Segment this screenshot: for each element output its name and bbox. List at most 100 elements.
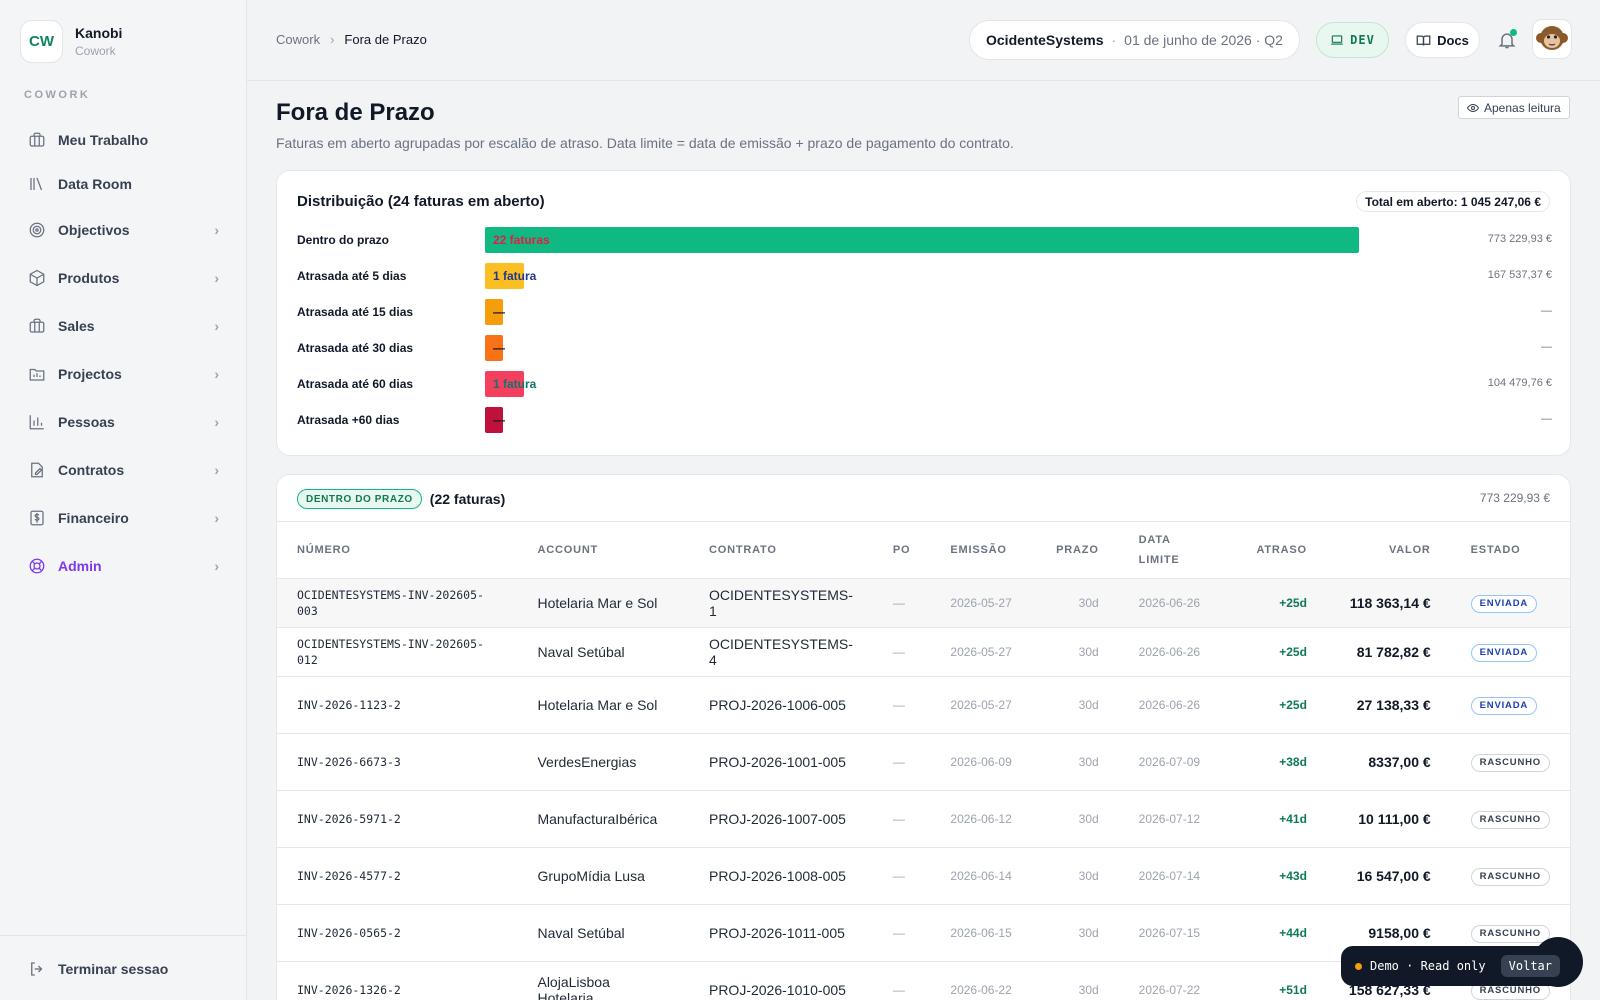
- cell-account: Naval Setúbal: [517, 627, 689, 677]
- org-name: OcidenteSystems: [986, 32, 1104, 48]
- cell-prazo: 30d: [1036, 676, 1119, 734]
- column-header-po[interactable]: PO: [872, 521, 931, 579]
- cell-numero: OCIDENTESYSTEMS-INV-202605-012: [277, 627, 518, 677]
- brand[interactable]: CW Kanobi Cowork: [20, 20, 122, 63]
- org-period-selector[interactable]: OcidenteSystems · 01 de junho de 2026 · …: [969, 20, 1300, 60]
- topbar: Cowork › Fora de Prazo OcidenteSystems ·…: [247, 0, 1600, 81]
- cell-emissao: 2026-05-27: [930, 676, 1037, 734]
- cell-emissao: 2026-06-12: [930, 790, 1037, 848]
- distribution-row-label: Atrasada até 5 dias: [297, 269, 407, 283]
- cell-contrato: OCIDENTESYSTEMS-1: [688, 578, 873, 628]
- chevron-right-icon: ›: [214, 414, 219, 430]
- distribution-bar[interactable]: [485, 335, 503, 361]
- cell-prazo: 30d: [1036, 790, 1119, 848]
- cell-atraso: +51d: [1228, 961, 1327, 1000]
- breadcrumb: Cowork › Fora de Prazo: [276, 32, 427, 47]
- logout-icon: [31, 962, 43, 976]
- column-header-prazo[interactable]: PRAZO: [1036, 521, 1119, 579]
- cell-po: —: [872, 904, 931, 962]
- cell-limite: 2026-06-26: [1118, 578, 1229, 628]
- cell-contrato: PROJ-2026-1007-005: [688, 790, 873, 848]
- notifications-button[interactable]: [1495, 28, 1519, 52]
- bar-chart-icon: [28, 413, 46, 431]
- column-header-atraso[interactable]: ATRASO: [1228, 521, 1327, 579]
- cell-limite: 2026-07-12: [1118, 790, 1229, 848]
- cell-numero: INV-2026-1326-2: [277, 961, 518, 1000]
- status-badge: ENVIADA: [1470, 644, 1538, 662]
- column-header-data-limite[interactable]: DATA LIMITE: [1118, 521, 1229, 579]
- column-header-número[interactable]: NÚMERO: [277, 521, 518, 579]
- cell-account: ManufacturaIbérica: [517, 790, 689, 848]
- distribution-bar[interactable]: [485, 299, 503, 325]
- status-badge: RASCUNHO: [1470, 754, 1550, 772]
- sidebar-item-projectos[interactable]: Projectos ›: [20, 350, 227, 398]
- cell-estado: ENVIADA: [1450, 627, 1570, 677]
- cell-contrato: OCIDENTESYSTEMS-4: [688, 627, 873, 677]
- sidebar-item-financeiro[interactable]: Financeiro ›: [20, 494, 227, 542]
- brand-logo: CW: [20, 20, 63, 63]
- sidebar-item-produtos[interactable]: Produtos ›: [20, 254, 227, 302]
- cell-prazo: 30d: [1036, 961, 1119, 1000]
- cell-limite: 2026-07-09: [1118, 733, 1229, 791]
- column-header-emissão[interactable]: EMISSÃO: [930, 521, 1037, 579]
- sidebar-item-pessoas[interactable]: Pessoas ›: [20, 398, 227, 446]
- logout-label: Terminar sessao: [58, 961, 169, 977]
- sidebar-item-label: Contratos: [58, 462, 125, 478]
- table-row[interactable]: OCIDENTESYSTEMS-INV-202605-003 Hotelaria …: [277, 578, 1570, 628]
- distribution-row: Dentro do prazo 22 faturas 773 229,93 €: [297, 225, 1552, 255]
- demo-back-button[interactable]: Voltar: [1500, 955, 1560, 977]
- invoice-count: (22 faturas): [429, 491, 506, 507]
- table-row[interactable]: INV-2026-6673-3 VerdesEnergias PROJ-2026-1…: [277, 733, 1570, 791]
- cell-valor: 8337,00 €: [1326, 733, 1451, 791]
- cell-contrato: PROJ-2026-1001-005: [688, 733, 873, 791]
- table-row[interactable]: INV-2026-4577-2 GrupoMídia Lusa PROJ-2026-…: [277, 847, 1570, 905]
- cell-emissao: 2026-06-14: [930, 847, 1037, 905]
- distribution-bar-label: 1 fatura: [493, 377, 537, 391]
- page-subtitle: Faturas em aberto agrupadas por escalão …: [276, 135, 1014, 151]
- table-row[interactable]: OCIDENTESYSTEMS-INV-202605-012 Naval Setú…: [277, 627, 1570, 677]
- dev-env-button[interactable]: DEV: [1316, 22, 1389, 58]
- demo-label: Demo · Read only: [1370, 959, 1486, 973]
- cell-prazo: 30d: [1036, 578, 1119, 628]
- status-badge: ENVIADA: [1470, 697, 1538, 715]
- column-header-contrato[interactable]: CONTRATO: [688, 521, 873, 579]
- distribution-row: Atrasada até 15 dias — —: [297, 297, 1552, 327]
- cell-numero: INV-2026-6673-3: [277, 733, 518, 791]
- distribution-bar[interactable]: [485, 263, 524, 289]
- dev-env-label: DEV: [1350, 33, 1375, 47]
- sidebar-item-contratos[interactable]: Contratos ›: [20, 446, 227, 494]
- cell-po: —: [872, 578, 931, 628]
- sidebar-item-data-room[interactable]: Data Room: [20, 162, 227, 206]
- sidebar-item-sales[interactable]: Sales ›: [20, 302, 227, 350]
- table-row[interactable]: INV-2026-1123-2 Hotelaria Mar e Sol PROJ-2…: [277, 676, 1570, 734]
- cell-numero: INV-2026-1123-2: [277, 676, 518, 734]
- sidebar-item-admin[interactable]: Admin ›: [20, 542, 227, 590]
- column-header-account[interactable]: ACCOUNT: [517, 521, 689, 579]
- cell-po: —: [872, 961, 931, 1000]
- distribution-bar[interactable]: [485, 371, 524, 397]
- column-header-estado[interactable]: ESTADO: [1450, 521, 1570, 579]
- distribution-bar-label: —: [493, 413, 505, 427]
- sidebar-item-objectivos[interactable]: Objectivos ›: [20, 206, 227, 254]
- cell-limite: 2026-06-26: [1118, 627, 1229, 677]
- target-icon: [28, 221, 46, 239]
- laptop-icon: [1331, 35, 1343, 45]
- user-avatar[interactable]: [1532, 19, 1572, 59]
- cell-prazo: 30d: [1036, 847, 1119, 905]
- sidebar-item-meu-trabalho[interactable]: Meu Trabalho: [20, 118, 227, 162]
- cell-contrato: PROJ-2026-1006-005: [688, 676, 873, 734]
- cell-atraso: +41d: [1228, 790, 1327, 848]
- column-header-valor[interactable]: VALOR: [1326, 521, 1451, 579]
- box-icon: [28, 269, 46, 287]
- eye-icon: [1467, 103, 1479, 112]
- breadcrumb-item-cowork[interactable]: Cowork: [276, 32, 321, 47]
- logout-button[interactable]: Terminar sessao: [28, 960, 168, 978]
- sidebar-item-label: Meu Trabalho: [58, 132, 149, 148]
- cell-account: Hotelaria Mar e Sol: [517, 676, 689, 734]
- table-row[interactable]: INV-2026-5971-2 ManufacturaIbérica PROJ-20…: [277, 790, 1570, 848]
- distribution-bar[interactable]: [485, 407, 503, 433]
- chevron-right-icon: ›: [214, 222, 219, 238]
- distribution-bar[interactable]: [485, 227, 1359, 253]
- distribution-row-value: 104 479,76 €: [1487, 377, 1552, 389]
- docs-button[interactable]: Docs: [1405, 22, 1480, 58]
